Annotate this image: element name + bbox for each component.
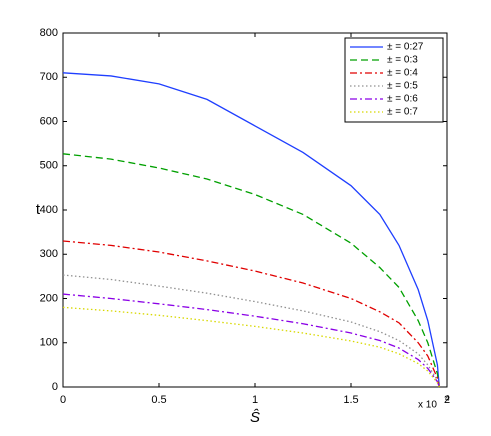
y-tick-label: 700	[40, 71, 58, 83]
y-tick-label: 100	[40, 337, 58, 349]
x-axis-label: Ŝ	[250, 408, 260, 426]
x-scale-label: x 10	[418, 400, 437, 411]
series-line	[62, 72, 440, 388]
x-tick-label: 0.5	[151, 394, 166, 406]
y-tick-label: 200	[40, 292, 58, 304]
legend-label: ± = 0:7	[387, 107, 418, 118]
y-axis-label: t	[36, 201, 41, 218]
y-tick-label: 0	[52, 381, 58, 393]
y-tick-label: 500	[40, 160, 58, 172]
y-tick-label: 400	[40, 204, 58, 216]
series-line	[62, 240, 440, 388]
legend-label: ± = 0:4	[387, 68, 418, 79]
legend-label: ± = 0:3	[387, 55, 418, 66]
y-tick-label: 800	[40, 27, 58, 39]
series-line	[62, 293, 440, 388]
x-tick-label: 0	[60, 394, 66, 406]
x-tick-label: 1.5	[343, 394, 358, 406]
legend-label: ± = 0:5	[387, 81, 418, 92]
legend-label: ± = 0:27	[387, 42, 424, 53]
x-tick-label: 2	[444, 394, 450, 406]
x-scale-exponent: 4	[445, 394, 450, 403]
y-tick-label: 300	[40, 248, 58, 260]
y-tick-label: 600	[40, 115, 58, 127]
x-tick-label: 1	[252, 394, 258, 406]
series-line	[62, 274, 440, 388]
series-line	[62, 153, 440, 388]
series-line	[62, 306, 440, 388]
legend-box	[344, 37, 444, 123]
legend-label: ± = 0:6	[387, 94, 418, 105]
